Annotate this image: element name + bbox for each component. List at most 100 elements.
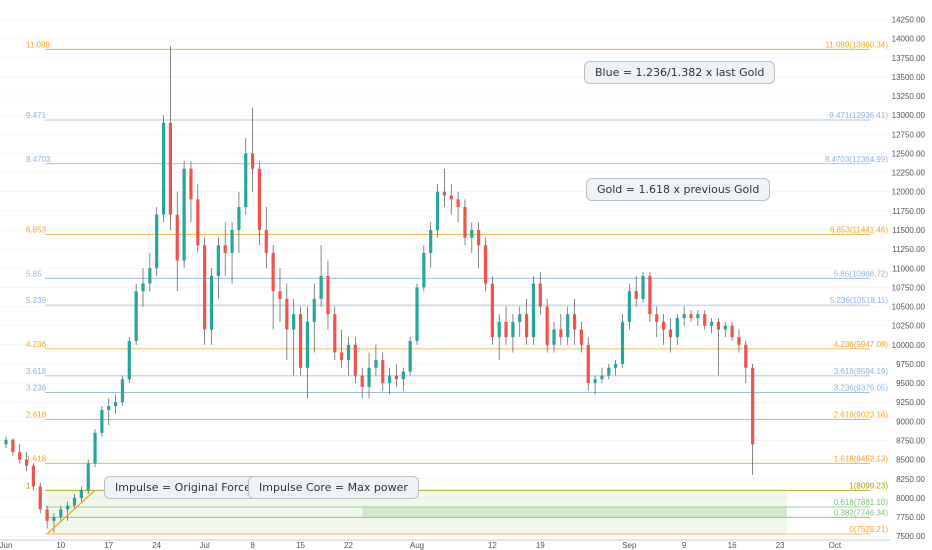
y-tick-label: 7750.00 — [896, 513, 925, 522]
candle-body — [525, 314, 529, 338]
candle-body — [216, 245, 220, 276]
candle-body — [703, 314, 707, 326]
candle-body — [531, 283, 536, 338]
candle-body — [648, 275, 652, 315]
candle-body — [155, 214, 159, 269]
x-tick-label: 16 — [728, 541, 737, 550]
candle-body — [340, 352, 344, 361]
candle-body — [305, 321, 309, 368]
fib-level-left-label: 6.853 — [26, 225, 47, 234]
x-tick-label: 10 — [56, 541, 65, 550]
candle-body — [627, 291, 631, 322]
candle-body — [600, 375, 604, 380]
candle-body — [72, 497, 77, 506]
candle-body — [45, 509, 49, 521]
candle-body — [120, 379, 125, 403]
candle-body — [148, 268, 152, 284]
fib-level-right-label: 5.236(10518.11) — [830, 296, 888, 305]
x-tick-label: 9 — [682, 541, 687, 550]
candle-body — [716, 321, 720, 330]
y-tick-label: 12250.00 — [892, 169, 926, 178]
candle-body — [381, 360, 385, 384]
candle-body — [244, 153, 248, 208]
x-tick-label: 24 — [152, 541, 161, 550]
candle-body — [463, 207, 467, 238]
candle-body — [223, 245, 227, 253]
candle-body — [401, 371, 405, 380]
candle-body — [11, 439, 15, 452]
candle-body — [518, 314, 522, 322]
candle-body — [52, 517, 56, 521]
y-tick-label: 13000.00 — [892, 111, 926, 120]
candle-body — [415, 287, 419, 341]
candle-body — [572, 314, 577, 330]
fib-level-left-label: 1 — [26, 481, 31, 490]
candle-body — [59, 509, 63, 518]
candle-body — [278, 291, 282, 299]
candle-body — [257, 168, 262, 230]
candle-body — [620, 321, 625, 364]
y-tick-label: 9500.00 — [896, 379, 925, 388]
y-tick-label: 12750.00 — [892, 130, 926, 139]
y-tick-label: 13250.00 — [892, 92, 926, 101]
y-tick-label: 11500.00 — [892, 226, 925, 235]
x-tick-label: 17 — [104, 541, 113, 550]
candle-body — [168, 122, 172, 215]
candle-body — [346, 344, 351, 361]
candle-body — [456, 199, 460, 208]
candle-body — [607, 367, 611, 376]
candle-body — [196, 199, 200, 246]
candle-body — [545, 306, 549, 345]
x-tick-label: Aug — [410, 541, 424, 550]
candle-body — [470, 229, 474, 238]
x-tick-label: 22 — [344, 541, 353, 550]
fib-level-left-label: 3.618 — [26, 367, 47, 376]
candle-body — [141, 283, 145, 292]
candle-body — [751, 367, 755, 445]
candle-body — [744, 344, 748, 368]
candle-body — [538, 283, 542, 307]
candle-body — [271, 252, 275, 292]
y-tick-label: 10500.00 — [892, 303, 926, 312]
candle-body — [442, 191, 446, 196]
candle-body — [559, 329, 563, 338]
candle-body — [483, 245, 488, 284]
candle-body — [497, 321, 501, 338]
candle-body — [107, 406, 111, 410]
candle-body — [66, 505, 70, 510]
y-tick-label: 14250.00 — [892, 15, 926, 24]
candle-body — [127, 340, 131, 380]
y-tick-label: 11250.00 — [892, 245, 925, 254]
candle-body — [285, 298, 289, 330]
x-tick-label: 15 — [296, 541, 305, 550]
candle-body — [18, 451, 22, 460]
fib-level-right-label: 3.618(9594.19) — [834, 367, 889, 376]
candle-body — [237, 207, 241, 230]
candle-body — [86, 463, 90, 491]
fib-level-right-label: 6.853(11441.46) — [830, 225, 888, 234]
fib-level-left-label: 9.471 — [26, 111, 47, 120]
candle-body — [723, 325, 727, 330]
candle-body — [730, 325, 734, 338]
candle-body — [209, 275, 214, 330]
candle-body — [175, 214, 179, 261]
candle-body — [579, 329, 583, 345]
fib-level-left-label: 4.236 — [26, 340, 47, 349]
fib-level-left-label: 5.236 — [26, 296, 47, 305]
fib-level-right-label: 2.618(9023.16) — [834, 411, 889, 420]
y-tick-label: 11750.00 — [892, 207, 925, 216]
candle-body — [737, 337, 741, 345]
fib-level-right-label: 9.471(12936.41) — [829, 111, 888, 120]
candle-body — [689, 314, 693, 319]
candle-body — [100, 409, 104, 433]
impulse-line — [46, 489, 96, 535]
candle-body — [79, 490, 83, 498]
y-tick-label: 9000.00 — [896, 417, 925, 426]
candle-body — [312, 298, 316, 322]
x-tick-label: 8 — [250, 541, 255, 550]
y-tick-label: 7500.00 — [896, 532, 925, 541]
candle-body — [93, 432, 97, 464]
y-tick-label: 10000.00 — [892, 341, 926, 350]
x-tick-label: 12 — [488, 541, 497, 550]
